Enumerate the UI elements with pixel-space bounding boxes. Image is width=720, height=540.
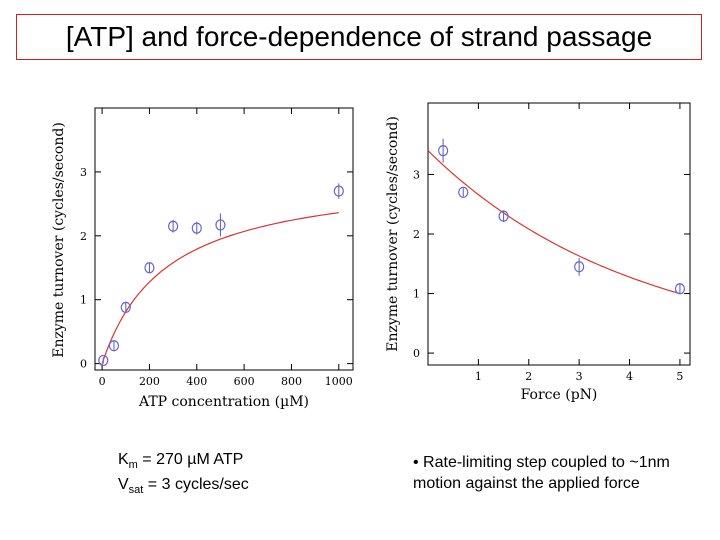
force-marker bbox=[458, 186, 469, 198]
atp-marker bbox=[144, 262, 155, 274]
atp-marker bbox=[215, 219, 226, 231]
atp-data-point bbox=[168, 219, 179, 233]
atp-x-tick-label: 600 bbox=[234, 375, 255, 388]
atp-data-point bbox=[144, 262, 155, 274]
force-data-point bbox=[438, 138, 449, 163]
atp-marker bbox=[98, 354, 109, 367]
atp-y-axis-label: Enzyme turnover (cycles/second) bbox=[51, 122, 67, 358]
atp-marker bbox=[191, 222, 202, 234]
atp-tick-labels: 0 200 400 600 800 1000 0 1 2 3 bbox=[80, 166, 353, 388]
vsat-symbol: V bbox=[118, 476, 129, 494]
atp-data-points bbox=[98, 183, 344, 367]
force-data-point bbox=[574, 257, 585, 276]
atp-ticks bbox=[95, 108, 353, 370]
force-x-tick-label: 4 bbox=[626, 370, 633, 383]
vsat-line: Vsat = 3 cycles/sec bbox=[118, 475, 249, 500]
vsat-value: = 3 cycles/sec bbox=[143, 476, 249, 494]
atp-marker bbox=[168, 220, 179, 232]
force-y-tick-label: 0 bbox=[413, 347, 420, 360]
atp-data-point bbox=[215, 213, 226, 237]
force-fit-curve bbox=[427, 150, 681, 295]
force-marker bbox=[498, 210, 509, 222]
atp-data-point bbox=[191, 221, 202, 235]
atp-marker bbox=[108, 340, 120, 352]
force-x-tick-label: 3 bbox=[576, 370, 583, 383]
vsat-subscript: sat bbox=[128, 484, 144, 497]
atp-plot-frame bbox=[94, 107, 354, 371]
force-data-points bbox=[438, 138, 686, 295]
atp-fit-curve bbox=[101, 212, 339, 364]
force-y-tick-label: 1 bbox=[413, 288, 420, 301]
atp-marker bbox=[333, 185, 344, 197]
force-x-tick-label: 2 bbox=[525, 370, 532, 383]
atp-x-tick-label: 1000 bbox=[325, 375, 353, 388]
atp-y-tick-label: 1 bbox=[80, 294, 87, 307]
force-data-point bbox=[498, 210, 509, 223]
atp-x-tick-label: 400 bbox=[186, 375, 207, 388]
force-marker bbox=[438, 145, 449, 157]
km-line: Km = 270 µM ATP bbox=[118, 450, 249, 475]
force-tick-labels: 1 2 3 4 5 0 1 2 3 bbox=[413, 168, 683, 383]
force-marker bbox=[674, 283, 686, 295]
force-data-point bbox=[674, 283, 686, 295]
km-symbol: K bbox=[118, 451, 129, 468]
atp-y-tick-label: 2 bbox=[80, 230, 87, 243]
km-value: = 270 µM ATP bbox=[137, 451, 244, 468]
kinetic-parameters: Km = 270 µM ATP Vsat = 3 cycles/sec bbox=[118, 450, 249, 500]
atp-y-tick-label: 0 bbox=[80, 358, 87, 371]
rate-limiting-note: • Rate-limiting step coupled to ~1nm mot… bbox=[413, 454, 670, 492]
force-x-axis-label: Force (pN) bbox=[521, 387, 598, 403]
title-box: [ATP] and force-dependence of strand pas… bbox=[16, 14, 702, 60]
force-x-tick-label: 1 bbox=[475, 370, 482, 383]
atp-marker bbox=[120, 301, 131, 313]
atp-x-axis-label: ATP concentration (µM) bbox=[138, 394, 309, 410]
force-y-axis-label: Enzyme turnover (cycles/second) bbox=[385, 116, 401, 352]
force-y-tick-label: 2 bbox=[413, 228, 420, 241]
force-data-point bbox=[458, 186, 469, 198]
atp-x-tick-label: 200 bbox=[139, 375, 160, 388]
force-x-tick-label: 5 bbox=[676, 370, 683, 383]
atp-x-tick-label: 0 bbox=[99, 375, 106, 388]
slide-title: [ATP] and force-dependence of strand pas… bbox=[65, 21, 653, 52]
km-subscript: m bbox=[128, 459, 138, 472]
force-marker bbox=[574, 261, 585, 273]
force-plot-frame bbox=[427, 102, 691, 366]
atp-data-point bbox=[108, 340, 120, 352]
force-ticks bbox=[428, 103, 690, 365]
atp-data-point bbox=[98, 354, 109, 367]
atp-x-tick-label: 800 bbox=[281, 375, 302, 388]
atp-data-point bbox=[333, 183, 344, 199]
atp-y-tick-label: 3 bbox=[80, 166, 87, 179]
atp-data-point bbox=[120, 301, 131, 314]
force-y-tick-label: 3 bbox=[413, 168, 420, 181]
